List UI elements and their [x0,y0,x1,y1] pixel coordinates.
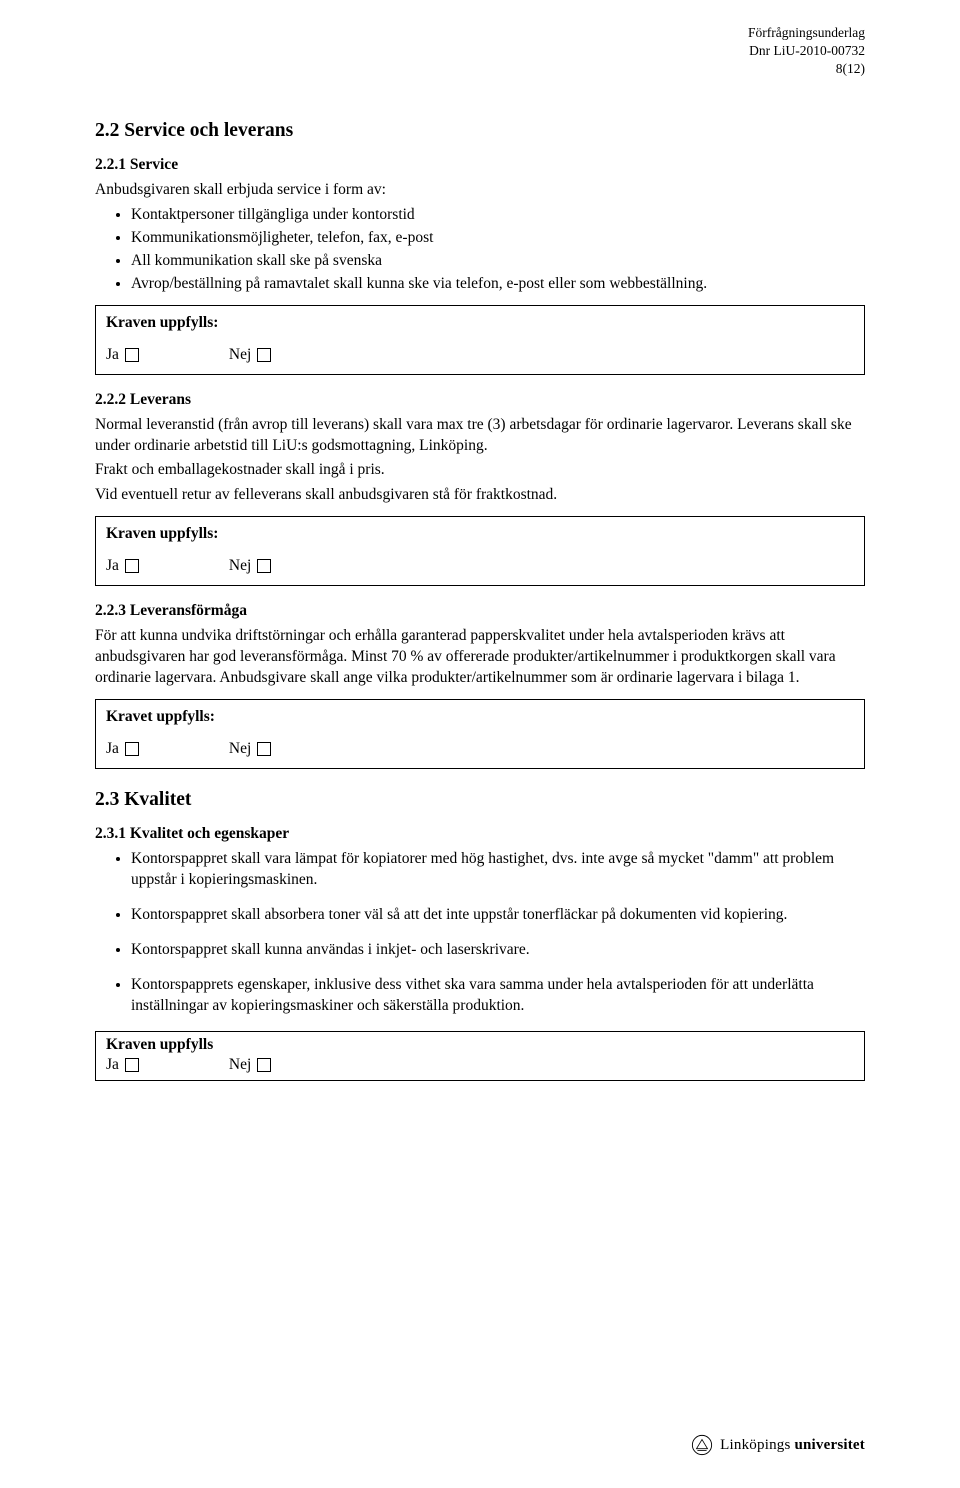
checkbox-nej[interactable] [257,559,271,573]
header-line-2: Dnr LiU-2010-00732 [748,42,865,60]
checkbox-ja[interactable] [125,1058,139,1072]
heading-2-3-1: 2.3.1 Kvalitet och egenskaper [95,825,865,843]
list-item: Kommunikationsmöjligheter, telefon, fax,… [131,228,865,249]
list-item: Kontorspapprets egenskaper, inklusive de… [131,975,865,1017]
paragraph: För att kunna undvika driftstörningar oc… [95,626,865,689]
bullet-list: Kontorspappret skall vara lämpat för kop… [95,849,865,1017]
ja-label: Ja [106,1056,119,1074]
checkbox-ja[interactable] [125,742,139,756]
list-item: Kontorspappret skall absorbera toner väl… [131,905,865,926]
list-item: All kommunikation skall ske på svenska [131,251,865,272]
ja-label: Ja [106,346,119,364]
heading-2-2-2: 2.2.2 Leverans [95,391,865,409]
nej-label: Nej [229,1056,251,1074]
ja-nej-row: Ja Nej [106,1056,854,1074]
requirement-box: Kravet uppfylls: Ja Nej [95,699,865,769]
checkbox-nej[interactable] [257,1058,271,1072]
requirement-label: Kraven uppfylls: [106,525,854,543]
requirement-box: Kraven uppfylls: Ja Nej [95,305,865,375]
heading-2-2-3: 2.2.3 Leveransförmåga [95,602,865,620]
checkbox-ja[interactable] [125,348,139,362]
requirement-label: Kraven uppfylls: [106,314,854,332]
checkbox-ja[interactable] [125,559,139,573]
seal-icon [691,1434,713,1456]
ja-nej-row: Ja Nej [106,346,854,364]
ja-nej-row: Ja Nej [106,557,854,575]
document-page: Förfrågningsunderlag Dnr LiU-2010-00732 … [0,0,960,1488]
header-line-1: Förfrågningsunderlag [748,24,865,42]
checkbox-nej[interactable] [257,742,271,756]
bullet-list: Kontaktpersoner tillgängliga under konto… [95,205,865,295]
heading-2-2-1: 2.2.1 Service [95,156,865,174]
requirement-label: Kravet uppfylls: [106,708,854,726]
list-item: Kontaktpersoner tillgängliga under konto… [131,205,865,226]
nej-label: Nej [229,346,251,364]
list-item: Kontorspappret skall kunna användas i in… [131,940,865,961]
brand-prefix: Linköpings [720,1437,794,1453]
heading-2-3: 2.3 Kvalitet [95,789,865,811]
header-line-3: 8(12) [748,60,865,78]
paragraph: Vid eventuell retur av felleverans skall… [95,485,865,506]
nej-label: Nej [229,740,251,758]
requirement-label: Kraven uppfylls [106,1036,854,1054]
requirement-box: Kraven uppfylls: Ja Nej [95,516,865,586]
nej-label: Nej [229,557,251,575]
brand-bold: universitet [794,1437,865,1453]
heading-2-2: 2.2 Service och leverans [95,120,865,142]
ja-label: Ja [106,740,119,758]
requirement-box: Kraven uppfylls Ja Nej [95,1031,865,1081]
header-meta: Förfrågningsunderlag Dnr LiU-2010-00732 … [748,24,865,79]
list-item: Kontorspappret skall vara lämpat för kop… [131,849,865,891]
footer-brand: Linköpings universitet [720,1437,865,1454]
paragraph: Frakt och emballagekostnader skall ingå … [95,460,865,481]
footer-logo: Linköpings universitet [691,1434,865,1460]
paragraph: Anbudsgivaren skall erbjuda service i fo… [95,180,865,201]
ja-label: Ja [106,557,119,575]
list-item: Avrop/beställning på ramavtalet skall ku… [131,274,865,295]
document-body: 2.2 Service och leverans 2.2.1 Service A… [95,30,865,1081]
checkbox-nej[interactable] [257,348,271,362]
ja-nej-row: Ja Nej [106,740,854,758]
paragraph: Normal leveranstid (från avrop till leve… [95,415,865,457]
